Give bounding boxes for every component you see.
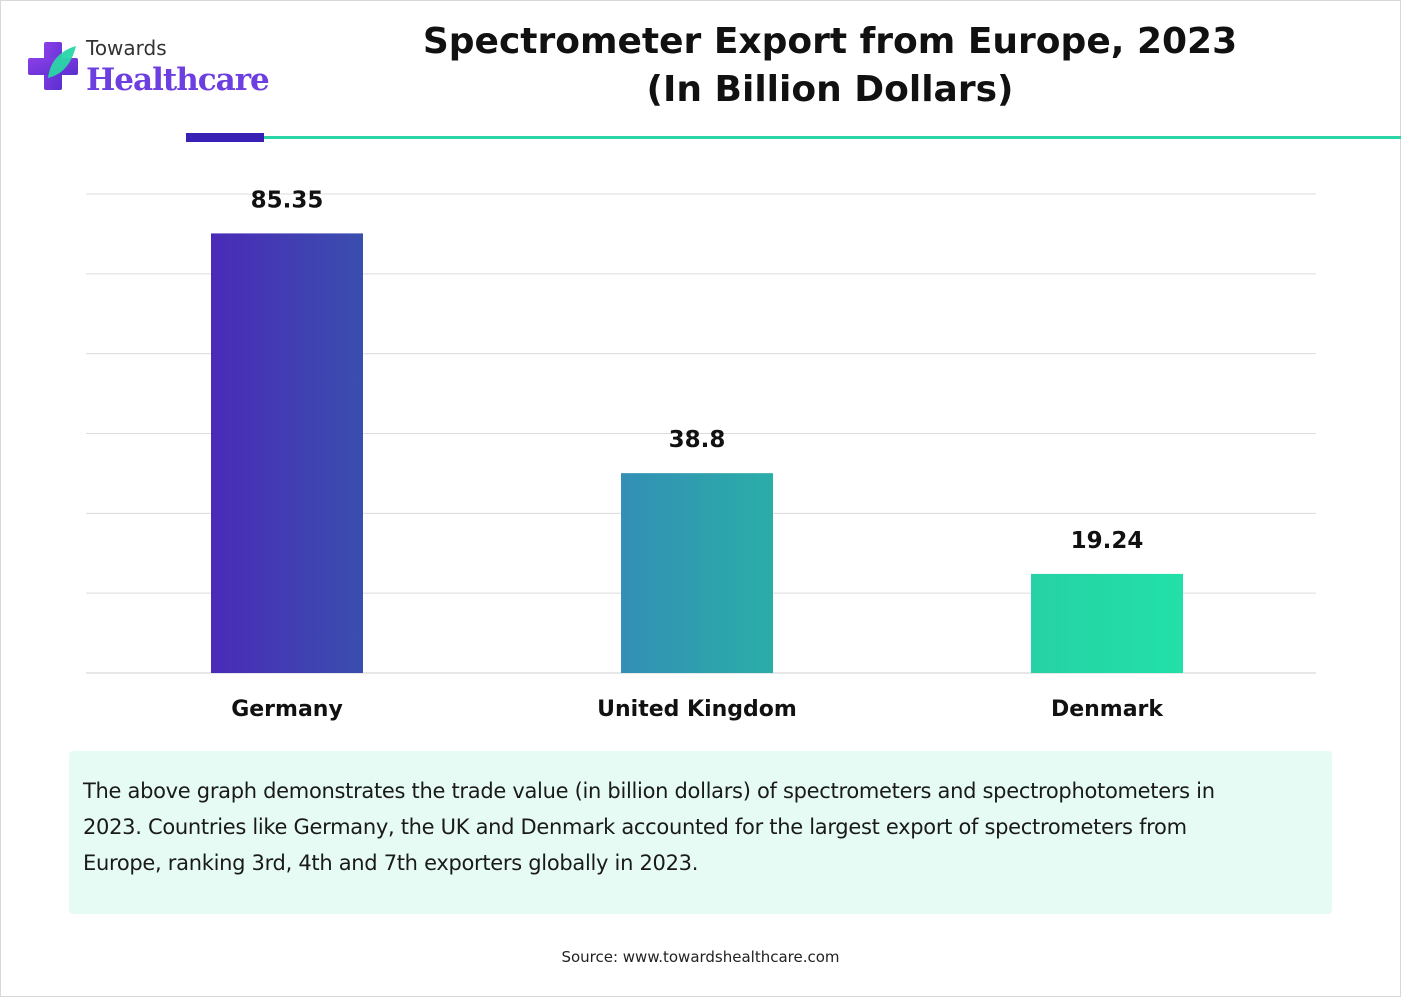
- category-label-united-kingdom: United Kingdom: [597, 697, 797, 722]
- medical-cross-icon: [28, 42, 78, 90]
- chart-title-line-2: (In Billion Dollars): [646, 69, 1014, 110]
- category-label-denmark: Denmark: [1051, 697, 1164, 722]
- title-rule-accent: [186, 133, 264, 142]
- chart-value-labels: 85.35 38.8 19.24: [251, 187, 1144, 554]
- logo-text-healthcare: Healthcare: [86, 62, 270, 98]
- bar-chart: 85.35 38.8 19.24 Germany United Kingdom Denm…: [86, 187, 1316, 722]
- value-label-germany: 85.35: [251, 187, 324, 213]
- bar-united-kingdom: [621, 473, 773, 673]
- bar-denmark: [1031, 573, 1183, 673]
- chart-category-labels: Germany United Kingdom Denmark: [231, 697, 1164, 722]
- chart-title-line-1: Spectrometer Export from Europe, 2023: [422, 21, 1238, 62]
- source-note: Source: www.towardshealthcare.com: [561, 948, 840, 966]
- chart-bars: [211, 233, 1183, 673]
- logo-text-towards: Towards: [86, 36, 167, 60]
- chart-title: Spectrometer Export from Europe, 2023 (I…: [330, 18, 1330, 114]
- value-label-united-kingdom: 38.8: [669, 427, 726, 453]
- bar-germany: [211, 233, 363, 673]
- brand-logo: Towards Healthcare: [26, 32, 270, 102]
- chart-description: The above graph demonstrates the trade v…: [69, 751, 1332, 914]
- value-label-denmark: 19.24: [1071, 528, 1144, 554]
- title-rule-line: [264, 136, 1401, 139]
- category-label-germany: Germany: [231, 697, 343, 722]
